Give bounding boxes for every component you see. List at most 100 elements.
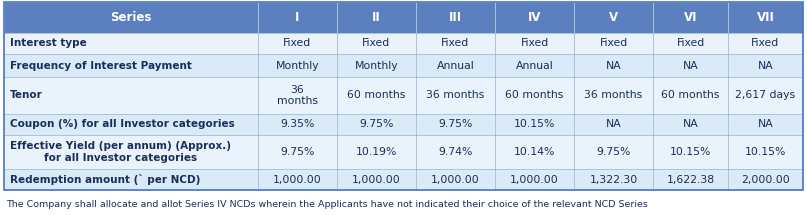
Text: 1,000.00: 1,000.00 — [431, 175, 480, 184]
Text: IV: IV — [528, 11, 541, 24]
Text: Effective Yield (per annum) (Approx.)
for all Investor categories: Effective Yield (per annum) (Approx.) fo… — [10, 141, 231, 163]
Text: Interest type: Interest type — [10, 38, 86, 48]
Bar — [4, 135, 258, 169]
Bar — [416, 169, 495, 190]
Text: NA: NA — [758, 61, 773, 71]
Text: Fixed: Fixed — [751, 38, 780, 48]
Bar — [258, 33, 337, 54]
Text: The Company shall allocate and allot Series IV NCDs wherein the Applicants have : The Company shall allocate and allot Ser… — [6, 200, 648, 209]
Text: II: II — [372, 11, 381, 24]
Text: 10.15%: 10.15% — [670, 147, 711, 157]
Bar — [258, 114, 337, 135]
Bar — [4, 169, 258, 190]
Bar — [4, 114, 258, 135]
Text: 2,617 days: 2,617 days — [735, 91, 796, 100]
Bar — [574, 33, 653, 54]
Bar — [495, 2, 574, 33]
Bar — [4, 54, 258, 77]
Text: Redemption amount (` per NCD): Redemption amount (` per NCD) — [10, 174, 200, 185]
Bar — [337, 77, 416, 114]
Text: VII: VII — [756, 11, 775, 24]
Text: 9.74%: 9.74% — [438, 147, 473, 157]
Text: I: I — [295, 11, 299, 24]
Text: 2,000.00: 2,000.00 — [741, 175, 790, 184]
Text: Fixed: Fixed — [283, 38, 312, 48]
Text: 60 months: 60 months — [347, 91, 406, 100]
Bar — [337, 54, 416, 77]
Text: Fixed: Fixed — [600, 38, 628, 48]
Bar — [574, 2, 653, 33]
Bar — [574, 77, 653, 114]
Bar — [258, 169, 337, 190]
Bar — [416, 54, 495, 77]
Text: 36 months: 36 months — [584, 91, 642, 100]
Bar — [653, 135, 728, 169]
Text: NA: NA — [605, 119, 621, 129]
Text: Tenor: Tenor — [10, 91, 43, 100]
Text: Fixed: Fixed — [676, 38, 705, 48]
Text: Annual: Annual — [516, 61, 554, 71]
Text: III: III — [449, 11, 462, 24]
Text: 1,000.00: 1,000.00 — [510, 175, 559, 184]
Bar — [416, 135, 495, 169]
Text: 1,000.00: 1,000.00 — [273, 175, 322, 184]
Bar — [653, 2, 728, 33]
Bar — [4, 77, 258, 114]
Bar — [337, 33, 416, 54]
Bar — [416, 2, 495, 33]
Text: 9.75%: 9.75% — [280, 147, 315, 157]
Text: Series: Series — [111, 11, 152, 24]
Text: 1,000.00: 1,000.00 — [352, 175, 401, 184]
Bar — [728, 135, 803, 169]
Text: 36
months: 36 months — [277, 85, 318, 106]
Bar — [653, 114, 728, 135]
Text: 60 months: 60 months — [505, 91, 564, 100]
Bar — [4, 33, 258, 54]
Bar — [574, 54, 653, 77]
Bar — [416, 114, 495, 135]
Text: Coupon (%) for all Investor categories: Coupon (%) for all Investor categories — [10, 119, 235, 129]
Bar — [416, 77, 495, 114]
Bar — [728, 114, 803, 135]
Bar — [495, 33, 574, 54]
Text: 9.75%: 9.75% — [596, 147, 631, 157]
Bar — [728, 77, 803, 114]
Bar — [337, 2, 416, 33]
Bar — [728, 169, 803, 190]
Text: 9.75%: 9.75% — [438, 119, 473, 129]
Text: 10.15%: 10.15% — [745, 147, 786, 157]
Bar — [258, 2, 337, 33]
Text: 60 months: 60 months — [661, 91, 720, 100]
Text: 36 months: 36 months — [426, 91, 485, 100]
Bar — [574, 114, 653, 135]
Text: 10.19%: 10.19% — [356, 147, 397, 157]
Bar — [495, 114, 574, 135]
Text: VI: VI — [684, 11, 697, 24]
Bar — [653, 77, 728, 114]
Bar — [258, 135, 337, 169]
Text: NA: NA — [605, 61, 621, 71]
Text: NA: NA — [758, 119, 773, 129]
Bar — [728, 54, 803, 77]
Bar — [495, 135, 574, 169]
Bar — [258, 54, 337, 77]
Text: V: V — [609, 11, 618, 24]
Bar — [495, 77, 574, 114]
Bar — [653, 33, 728, 54]
Text: Annual: Annual — [437, 61, 475, 71]
Bar — [4, 2, 258, 33]
Text: 1,322.30: 1,322.30 — [589, 175, 638, 184]
Text: NA: NA — [683, 61, 698, 71]
Text: 1,622.38: 1,622.38 — [667, 175, 714, 184]
Bar — [337, 114, 416, 135]
Bar — [495, 54, 574, 77]
Bar — [728, 2, 803, 33]
Bar — [258, 77, 337, 114]
Text: Fixed: Fixed — [441, 38, 470, 48]
Bar — [337, 135, 416, 169]
Text: Monthly: Monthly — [355, 61, 399, 71]
Text: Fixed: Fixed — [362, 38, 391, 48]
Bar — [574, 135, 653, 169]
Bar — [653, 169, 728, 190]
Bar — [337, 169, 416, 190]
